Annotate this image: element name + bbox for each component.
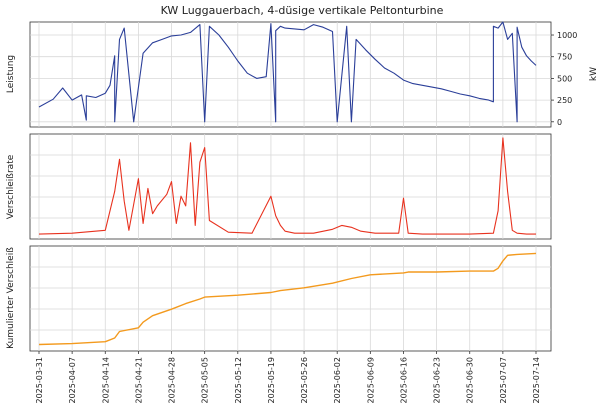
x-tick-label: 2025-07-07 xyxy=(499,357,508,403)
series-line xyxy=(38,137,536,235)
panel-power-ylabel-right: kW xyxy=(589,67,599,81)
y-tick-label: 250 xyxy=(557,96,572,105)
x-tick-label: 2025-05-12 xyxy=(234,357,243,403)
panel-wear-rate-series xyxy=(38,137,536,235)
y-tick-label: 1000 xyxy=(557,31,577,40)
x-tick-label: 2025-04-28 xyxy=(168,357,177,403)
panel-power-ylabel: Leistung xyxy=(6,55,16,93)
x-tick-label: 2025-05-05 xyxy=(201,357,210,403)
series-line xyxy=(38,252,537,346)
panel-power-y-ticks: 0 250 500 750 1000 xyxy=(551,31,577,127)
x-tick-label: 2025-06-16 xyxy=(400,357,409,403)
x-tick-label: 2025-04-21 xyxy=(134,357,143,403)
x-tick-label: 2025-05-26 xyxy=(300,357,309,403)
panel-power: 0 250 500 750 1000 Leistung kW xyxy=(6,21,599,128)
chart-title: KW Luggauerbach, 4-düsige vertikale Pelt… xyxy=(161,4,444,17)
x-tick-label: 2025-06-09 xyxy=(366,357,375,403)
y-tick-label: 0 xyxy=(557,118,562,127)
panel-cumulative-wear: 2025-03-31 2025-04-07 2025-04-14 2025-04-21… xyxy=(6,245,552,403)
panel-cumulative-wear-grid xyxy=(30,246,551,351)
panel-power-frame xyxy=(29,21,552,128)
panel-wear-rate-ylabel: Verschleißrate xyxy=(6,154,16,219)
x-tick-label: 2025-06-02 xyxy=(333,357,342,403)
y-tick-label: 750 xyxy=(557,53,572,62)
x-tick-label: 2025-06-23 xyxy=(433,357,442,403)
x-axis-ticks: 2025-03-31 2025-04-07 2025-04-14 2025-04-21… xyxy=(35,351,541,403)
panel-wear-rate: Verschleißrate xyxy=(6,133,552,240)
x-tick-label: 2025-07-14 xyxy=(532,357,541,403)
x-tick-label: 2025-04-07 xyxy=(68,357,77,403)
panel-cumulative-wear-series xyxy=(38,252,537,346)
panel-cumulative-wear-ylabel: Kumulierter Verschleiß xyxy=(6,247,16,349)
panel-wear-rate-frame xyxy=(29,133,552,240)
x-tick-label: 2025-05-19 xyxy=(267,357,276,403)
x-tick-label: 2025-04-14 xyxy=(101,357,110,403)
panel-cumulative-wear-frame xyxy=(29,245,552,352)
series-line xyxy=(38,21,537,123)
x-tick-label: 2025-03-31 xyxy=(35,357,44,403)
panel-power-series xyxy=(38,21,537,123)
y-tick-label: 500 xyxy=(557,74,572,83)
x-tick-label: 2025-06-30 xyxy=(466,357,475,403)
panel-wear-rate-grid xyxy=(30,134,551,239)
